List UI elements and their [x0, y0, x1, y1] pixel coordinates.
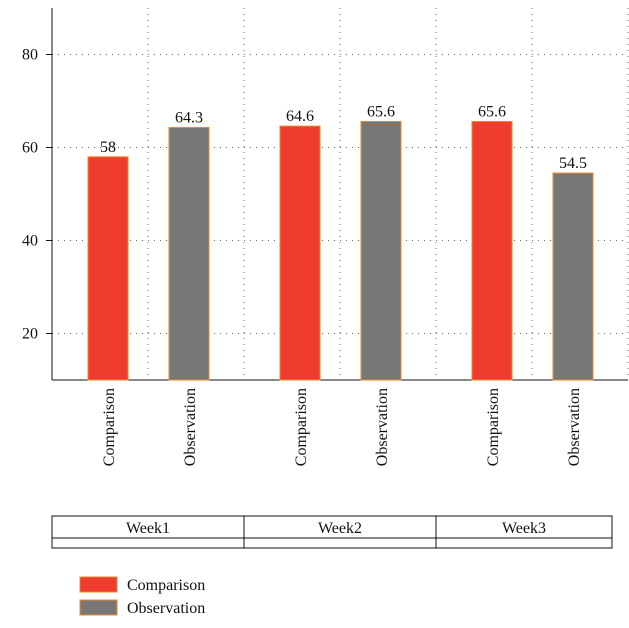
bar [168, 127, 210, 381]
group-cell-bottom [243, 537, 437, 549]
bar [552, 172, 594, 381]
value-label: 58 [100, 139, 116, 156]
y-tick-label: 80 [22, 47, 38, 64]
bar [87, 156, 129, 381]
legend-label: Observation [127, 600, 205, 617]
group-cell-bottom [435, 537, 613, 549]
group-cell-bottom [51, 537, 245, 549]
x-tick-label: Comparison [293, 388, 310, 466]
legend-swatch [79, 599, 118, 616]
bar [279, 125, 321, 381]
group-label: Week3 [502, 520, 546, 537]
group-label: Week1 [126, 520, 170, 537]
bar [360, 120, 402, 381]
x-tick-label: Observation [374, 388, 391, 466]
x-tick-label: Observation [566, 388, 583, 466]
value-label: 65.6 [478, 103, 506, 120]
value-label: 64.3 [175, 110, 203, 127]
y-tick-label: 40 [22, 233, 38, 250]
value-label: 64.6 [286, 108, 314, 125]
legend-swatch [79, 576, 118, 593]
x-tick-label: Comparison [101, 388, 118, 466]
legend-label: Comparison [127, 577, 205, 594]
group-label: Week2 [318, 520, 362, 537]
x-tick-label: Comparison [485, 388, 502, 466]
y-tick-label: 20 [22, 326, 38, 343]
x-tick-label: Observation [182, 388, 199, 466]
y-tick-label: 60 [22, 140, 38, 157]
bar [471, 120, 513, 381]
value-label: 65.6 [367, 103, 395, 120]
value-label: 54.5 [559, 155, 587, 172]
